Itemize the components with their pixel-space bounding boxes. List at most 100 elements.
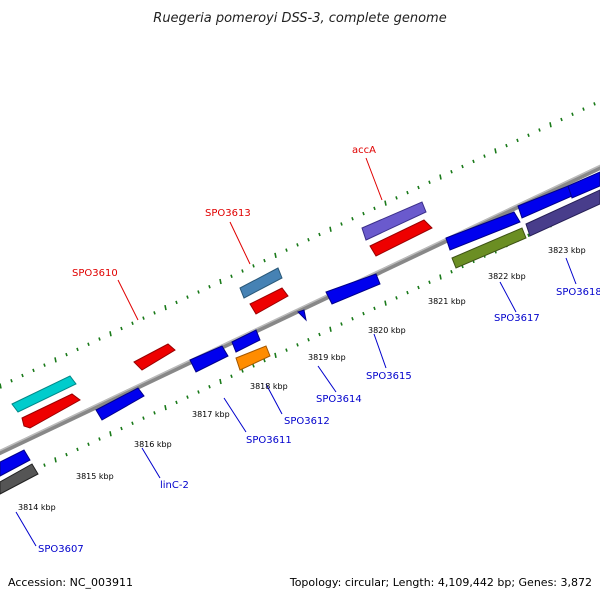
scale-tick xyxy=(461,164,464,169)
scale-label: 3815 kbp xyxy=(76,472,114,481)
scale-tick xyxy=(318,332,321,337)
scale-tick xyxy=(54,357,57,363)
leader-lines xyxy=(15,157,577,547)
scale-tick xyxy=(307,337,310,342)
scale-tick xyxy=(120,426,123,431)
gene-blue-6[interactable] xyxy=(445,211,521,251)
scale-tick xyxy=(406,290,409,295)
scale-tick xyxy=(219,378,222,385)
scale-tick xyxy=(560,117,563,122)
gene-orange[interactable] xyxy=(235,345,271,371)
scale-label: 3822 kbp xyxy=(488,272,526,281)
gene-blue-8[interactable] xyxy=(567,171,600,199)
scale-label: 3816 kbp xyxy=(134,440,172,449)
gene-label[interactable]: SPO3614 xyxy=(316,394,362,405)
gene-cyan[interactable] xyxy=(11,375,77,413)
scale-tick xyxy=(439,274,442,280)
gene-blue-4[interactable] xyxy=(231,329,261,353)
scale-tick xyxy=(417,185,420,190)
gene-blue-small[interactable] xyxy=(297,309,307,322)
scale-tick xyxy=(164,304,167,311)
scale-tick xyxy=(395,196,398,200)
scale-tick xyxy=(32,368,35,373)
outer-tick-track xyxy=(0,102,596,389)
gene-blue-2[interactable] xyxy=(95,387,145,421)
scale-tick xyxy=(87,442,90,446)
scale-tick xyxy=(98,437,101,441)
scale-tick xyxy=(164,404,167,411)
gene-label[interactable]: SPO3610 xyxy=(72,268,118,279)
map-title: Ruegeria pomeroyi DSS-3, complete genome xyxy=(153,11,446,26)
scale-tick xyxy=(373,206,376,211)
scale-tick xyxy=(65,452,68,457)
scale-tick xyxy=(527,133,530,137)
scale-tick xyxy=(153,411,156,415)
gene-blue-3[interactable] xyxy=(189,345,229,373)
scale-tick xyxy=(274,352,277,359)
scale-tick xyxy=(307,237,310,242)
scale-tick xyxy=(296,343,299,347)
scale-tick xyxy=(571,112,574,117)
scale-tick xyxy=(120,326,123,331)
scale-label: 3819 kbp xyxy=(308,353,346,362)
scale-tick xyxy=(417,285,420,290)
gene-blue-5[interactable] xyxy=(325,273,381,305)
gene-labels: accA SPO3613 SPO3610 SPO3617 SPO3618 SPO… xyxy=(38,145,600,555)
scale-tick xyxy=(362,311,365,316)
gene-darkslate[interactable] xyxy=(525,189,600,237)
scale-tick xyxy=(43,463,46,467)
scale-tick xyxy=(373,306,376,311)
gene-label[interactable]: SPO3611 xyxy=(246,435,292,446)
gene-label[interactable]: SPO3613 xyxy=(205,208,251,219)
scale-tick xyxy=(340,322,343,326)
scale-tick xyxy=(21,373,24,378)
gene-red-1[interactable] xyxy=(21,393,81,429)
scale-tick xyxy=(10,379,13,383)
scale-tick xyxy=(582,107,585,111)
gene-label[interactable]: SPO3607 xyxy=(38,544,84,555)
scale-tick xyxy=(230,274,233,279)
scale-tick xyxy=(175,300,178,305)
scale-tick xyxy=(505,143,508,148)
scale-tick xyxy=(230,374,233,379)
gene-label[interactable]: SPO3612 xyxy=(284,416,330,427)
accession-text: Accession: NC_003911 xyxy=(8,576,133,589)
gene-red-4[interactable] xyxy=(369,219,433,257)
scale-tick xyxy=(428,180,431,184)
gene-olive[interactable] xyxy=(451,227,527,269)
scale-tick xyxy=(131,321,134,326)
gene-label[interactable]: SPO3617 xyxy=(494,313,540,324)
gene-blue-1[interactable] xyxy=(0,449,31,477)
scale-tick xyxy=(241,369,244,373)
gene-steel[interactable] xyxy=(239,267,283,299)
scale-tick xyxy=(593,102,596,106)
scale-tick xyxy=(351,317,354,321)
gene-purple-acca[interactable] xyxy=(361,201,427,241)
scale-tick xyxy=(472,159,475,164)
scale-tick xyxy=(43,363,46,367)
scale-tick xyxy=(54,457,57,463)
scale-tick xyxy=(351,217,354,221)
scale-tick xyxy=(109,431,112,437)
scale-label: 3814 kbp xyxy=(18,503,56,512)
scale-tick xyxy=(318,232,321,237)
reverse-genes xyxy=(0,171,600,495)
inner-tick-track xyxy=(0,202,596,489)
scale-tick xyxy=(406,190,409,195)
scale-tick xyxy=(208,384,211,389)
scale-tick xyxy=(197,290,200,294)
scale-label: 3821 kbp xyxy=(428,297,466,306)
gene-label[interactable]: SPO3615 xyxy=(366,371,412,382)
gene-red-3[interactable] xyxy=(249,287,289,315)
gene-gray[interactable] xyxy=(0,463,39,495)
scale-tick xyxy=(98,337,101,341)
gene-label[interactable]: linC-2 xyxy=(160,480,189,491)
scale-labels: 3814 kbp 3815 kbp 3816 kbp 3817 kbp 3818 kbp… xyxy=(18,246,586,512)
scale-tick xyxy=(516,138,519,143)
scale-tick xyxy=(527,233,530,237)
gene-red-2[interactable] xyxy=(133,343,176,371)
gene-label[interactable]: SPO3618 xyxy=(556,287,600,298)
scale-tick xyxy=(219,278,222,285)
gene-label[interactable]: accA xyxy=(352,145,376,156)
